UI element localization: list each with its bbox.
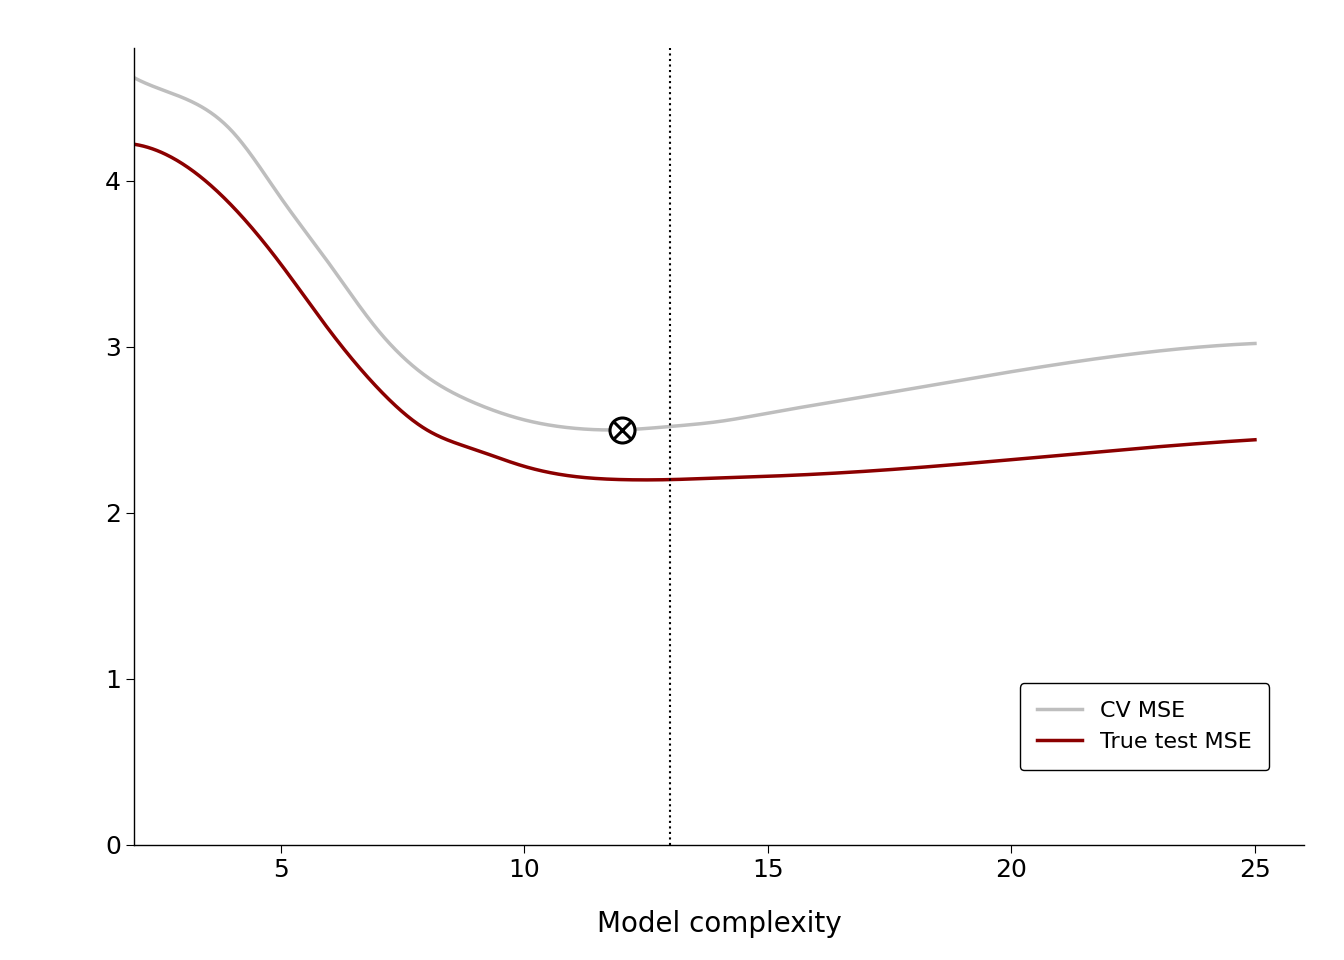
Legend: CV MSE, True test MSE: CV MSE, True test MSE — [1020, 684, 1269, 770]
X-axis label: Model complexity: Model complexity — [597, 910, 841, 938]
